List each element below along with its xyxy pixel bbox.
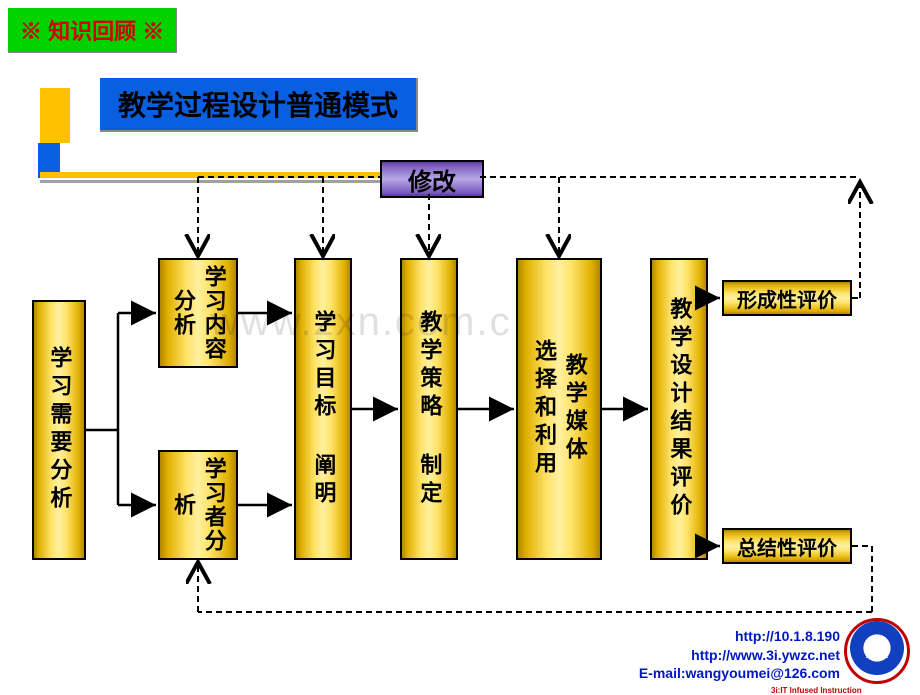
footer-line1: http://10.1.8.190 — [639, 627, 840, 645]
logo-subtext: 3i:IT Infused Instruction — [771, 686, 911, 695]
node-n6: 教学媒体 选择和利用 — [516, 258, 602, 560]
deco-line-yellow — [40, 172, 410, 178]
deco-line-gray — [40, 180, 410, 183]
deco-yellow — [40, 88, 70, 143]
page-title: 教学过程设计普通模式 — [100, 78, 418, 132]
node-n8: 形成性评价 — [722, 280, 852, 316]
node-n3: 学习者分析 — [158, 450, 238, 560]
header-badge: ※ 知识回顾 ※ — [8, 8, 177, 53]
logo-page: 第1页 — [865, 647, 888, 660]
logo-icon: 3i:IT Infused Instruction 第1页 — [844, 618, 910, 684]
footer-line2: http://www.3i.ywzc.net — [639, 646, 840, 664]
node-n7: 教学设计结果评价 — [650, 258, 708, 560]
node-modify: 修改 — [380, 160, 484, 198]
node-n9: 总结性评价 — [722, 528, 852, 564]
footer-links: http://10.1.8.190 http://www.3i.ywzc.net… — [639, 627, 840, 682]
watermark: www.zxn.com.c — [210, 300, 512, 345]
footer-line3: E-mail:wangyoumei@126.com — [639, 664, 840, 682]
node-n1: 学习需要分析 — [32, 300, 86, 560]
